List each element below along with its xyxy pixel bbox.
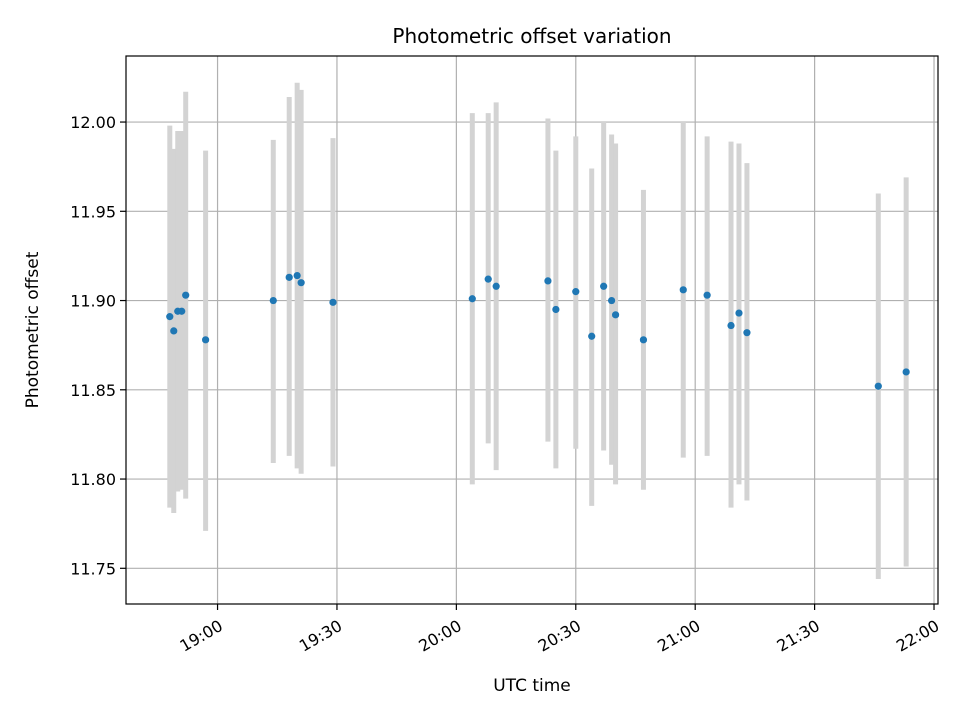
data-point: [202, 336, 210, 344]
y-axis-label: Photometric offset: [23, 251, 43, 408]
data-point: [178, 307, 186, 315]
data-point: [329, 298, 337, 306]
y-tick-label: 11.85: [70, 381, 116, 400]
data-point: [743, 329, 751, 337]
data-point: [588, 332, 596, 340]
data-point: [874, 382, 882, 390]
data-point: [608, 296, 616, 305]
y-axis: 11.75 11.80 11.85 11.90 11.95 12.00: [70, 113, 126, 578]
data-point: [639, 336, 648, 344]
data-point: [902, 368, 910, 376]
data-point: [492, 282, 500, 290]
data-points: [166, 271, 910, 390]
chart-title: Photometric offset variation: [392, 24, 671, 48]
y-tick-label: 11.80: [70, 470, 116, 489]
data-point: [166, 313, 174, 321]
data-point: [703, 291, 711, 299]
data-point: [293, 271, 301, 280]
data-point: [611, 311, 620, 319]
data-point: [679, 286, 687, 294]
data-point: [484, 275, 492, 283]
data-point: [285, 273, 293, 281]
data-point: [552, 305, 560, 314]
data-point: [572, 288, 580, 296]
data-point: [544, 277, 552, 285]
data-point: [182, 291, 190, 299]
data-point: [269, 296, 277, 305]
y-tick-label: 11.90: [70, 292, 116, 311]
y-tick-label: 12.00: [70, 113, 116, 132]
data-point: [170, 327, 178, 335]
plot-frame: [125, 55, 939, 605]
y-tick-label: 11.95: [70, 202, 116, 221]
data-point: [468, 295, 476, 303]
data-point: [727, 321, 735, 330]
x-axis-label: UTC time: [493, 676, 571, 696]
data-point: [297, 279, 305, 287]
data-point: [600, 282, 608, 290]
grid: [126, 56, 938, 604]
y-tick-label: 11.75: [70, 559, 116, 578]
data-point: [735, 309, 743, 317]
